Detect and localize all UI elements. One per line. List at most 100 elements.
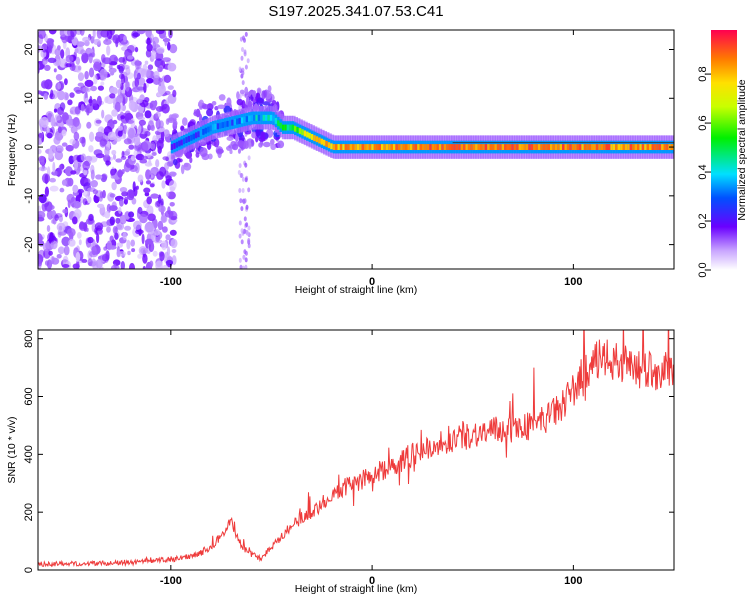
noise-blob: [108, 64, 113, 70]
cluster-blob: [251, 131, 257, 139]
cluster-blob: [182, 117, 188, 126]
ridge-core: [489, 144, 494, 150]
noise-blob: [126, 189, 135, 201]
ridge-core: [240, 117, 245, 124]
cluster-blob: [231, 143, 239, 151]
cluster-blob: [211, 101, 217, 106]
noise-blob: [142, 155, 148, 160]
noise-blob: [41, 201, 47, 212]
noise-blob: [80, 104, 85, 112]
ridge-core: [356, 144, 361, 150]
ridge-core: [540, 144, 545, 150]
ridge-core: [554, 144, 559, 150]
ridge-core: [622, 144, 627, 150]
ridge-core: [424, 144, 429, 150]
noise-blob: [54, 150, 64, 161]
noise-blob: [120, 115, 126, 120]
noise-blob: [126, 55, 134, 60]
ridge-core: [393, 144, 397, 150]
y-tick-label: 600: [23, 387, 35, 405]
ridge-core: [581, 144, 586, 150]
noise-blob: [145, 180, 152, 185]
noise-blob: [127, 127, 135, 139]
cluster-blob: [256, 97, 265, 104]
noise-blob: [114, 101, 121, 113]
ridge-core: [419, 144, 424, 150]
noise-blob: [118, 57, 126, 63]
noise-blob: [57, 82, 61, 90]
ridge-core: [296, 127, 301, 133]
noise-blob: [132, 32, 141, 38]
noise-blob: [69, 106, 79, 115]
noise-blob: [131, 248, 136, 253]
cluster-blob: [189, 157, 193, 164]
spectrogram-x-label: Height of straight line (km): [295, 284, 418, 296]
ridge-core: [318, 137, 323, 144]
y-tick-label: 800: [23, 329, 35, 347]
ridge-core: [267, 114, 272, 121]
noise-blob: [115, 217, 121, 224]
noise-blob: [136, 72, 141, 80]
ridge-core: [438, 144, 443, 150]
noise-blob: [50, 115, 55, 127]
ridge-core: [272, 115, 277, 122]
cluster-blob: [247, 100, 253, 108]
noise-blob: [51, 170, 59, 176]
noise-blob: [158, 205, 166, 213]
chart-title: S197.2025.341.07.53.C41: [268, 3, 443, 20]
ridge-core: [566, 144, 571, 150]
noise-blob: [116, 222, 125, 231]
ridge-core: [429, 144, 434, 150]
ridge-core: [639, 144, 644, 150]
ridge-core: [214, 123, 219, 130]
ridge-core: [224, 121, 228, 128]
ridge-core: [315, 136, 320, 143]
snr-x-label: Height of straight line (km): [295, 583, 418, 595]
snr-axes: -100 0 100 0 200 400 600 800: [23, 329, 674, 587]
noise-blob: [61, 236, 71, 247]
noise-blob: [76, 259, 80, 269]
noise-blob: [160, 81, 165, 90]
ridge-core: [649, 144, 653, 150]
ridge-core: [535, 144, 540, 150]
noise-blob: [155, 159, 160, 168]
noise-blob: [244, 31, 248, 37]
noise-blob: [147, 64, 154, 70]
ridge-core: [467, 144, 472, 150]
noise-blob: [159, 166, 167, 177]
cluster-blob: [262, 141, 271, 148]
noise-blob: [47, 57, 57, 63]
noise-blob: [67, 177, 74, 187]
noise-blob: [90, 180, 98, 188]
noise-blob: [46, 259, 53, 269]
noise-blob: [247, 187, 251, 193]
noise-blob: [76, 121, 82, 130]
noise-blob: [112, 154, 117, 160]
noise-blob: [124, 110, 131, 118]
noise-blob: [42, 60, 48, 65]
noise-blob: [244, 64, 248, 70]
ridge-core: [342, 144, 347, 150]
noise-blob: [127, 250, 131, 256]
noise-blob: [117, 125, 123, 131]
ridge-core: [185, 137, 190, 143]
noise-blob: [74, 160, 79, 170]
ridge-core: [414, 144, 419, 150]
noise-blob: [68, 238, 76, 247]
noise-blob: [103, 154, 111, 163]
noise-blob: [47, 204, 55, 210]
noise-blob: [66, 193, 75, 203]
noise-blob: [164, 35, 168, 47]
cluster-blob: [217, 148, 222, 154]
noise-blob: [104, 146, 110, 157]
noise-blob: [73, 51, 77, 61]
ridge-core: [262, 114, 267, 121]
noise-blob: [79, 136, 86, 144]
ridge-core: [294, 125, 298, 132]
noise-blob: [122, 232, 127, 241]
noise-blob: [66, 228, 76, 237]
noise-blob: [144, 130, 151, 137]
ridge-core: [603, 144, 608, 150]
noise-blob: [149, 260, 154, 268]
ridge-core: [484, 144, 489, 150]
